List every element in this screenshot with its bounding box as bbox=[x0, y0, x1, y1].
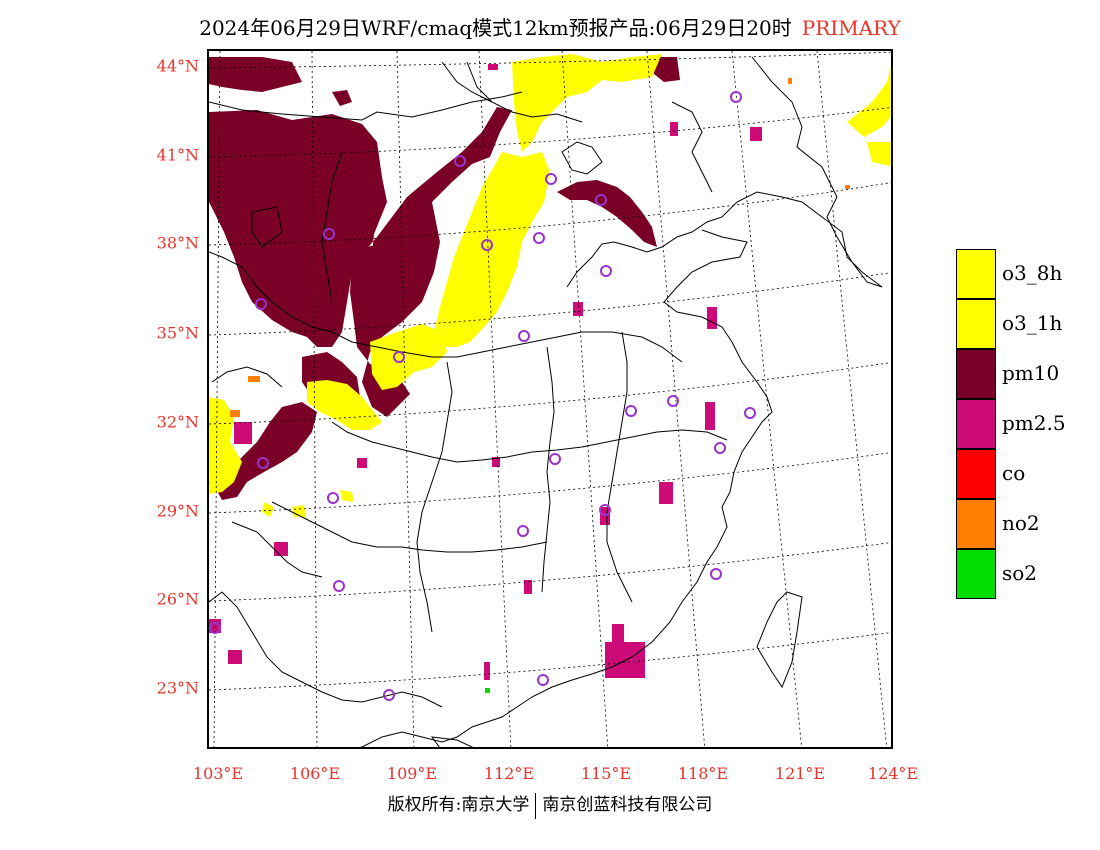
pm10-layer bbox=[209, 57, 680, 500]
lon-label-103: 103°E bbox=[192, 764, 244, 783]
station-marker bbox=[595, 194, 607, 206]
lat-label-26: 26°N bbox=[156, 589, 199, 609]
lon-label-112: 112°E bbox=[483, 764, 535, 783]
lon-label-106: 106°E bbox=[289, 764, 341, 783]
station-marker bbox=[710, 568, 722, 580]
legend-label: co bbox=[1002, 461, 1026, 485]
legend-swatch bbox=[956, 349, 996, 399]
legend-item-o3-1h: o3_1h bbox=[956, 299, 1086, 349]
legend-label: pm2.5 bbox=[1002, 411, 1066, 435]
copyright-company: 南京创蓝科技有限公司 bbox=[542, 795, 713, 815]
station-marker bbox=[383, 689, 395, 701]
so2-layer bbox=[485, 688, 490, 693]
legend-label: o3_1h bbox=[1002, 311, 1063, 335]
station-marker bbox=[454, 155, 466, 167]
map-panel bbox=[207, 49, 893, 749]
station-markers bbox=[209, 91, 756, 701]
station-marker bbox=[625, 405, 637, 417]
legend-swatch bbox=[956, 299, 996, 349]
primary-flag: PRIMARY bbox=[801, 16, 901, 40]
legend-swatch bbox=[956, 249, 996, 299]
lon-label-121: 121°E bbox=[774, 764, 826, 783]
lat-label-23: 23°N bbox=[156, 678, 199, 698]
station-marker bbox=[600, 265, 612, 277]
station-marker bbox=[327, 492, 339, 504]
station-marker bbox=[257, 457, 269, 469]
o3-layer bbox=[209, 54, 891, 517]
legend-item-pm25: pm2.5 bbox=[956, 399, 1086, 449]
legend: o3_8h o3_1h pm10 pm2.5 co no2 so2 bbox=[956, 249, 1086, 599]
station-marker bbox=[517, 525, 529, 537]
legend-item-co: co bbox=[956, 449, 1086, 499]
station-marker bbox=[393, 351, 405, 363]
legend-label: o3_8h bbox=[1002, 261, 1063, 285]
lon-label-115: 115°E bbox=[580, 764, 632, 783]
map-title-text: 2024年06月29日WRF/cmaq模式12km预报产品:06月29日20时 bbox=[199, 16, 792, 40]
station-marker bbox=[537, 674, 549, 686]
lat-label-38: 38°N bbox=[156, 233, 199, 253]
boundaries bbox=[209, 56, 883, 747]
station-marker bbox=[481, 239, 493, 251]
no2-layer bbox=[230, 78, 850, 417]
station-marker bbox=[323, 228, 335, 240]
station-marker bbox=[714, 442, 726, 454]
station-marker bbox=[333, 580, 345, 592]
legend-label: pm10 bbox=[1002, 361, 1060, 385]
map-title: 2024年06月29日WRF/cmaq模式12km预报产品:06月29日20时 P… bbox=[0, 12, 1100, 41]
lon-label-124: 124°E bbox=[867, 764, 919, 783]
lon-label-118: 118°E bbox=[677, 764, 729, 783]
footer-divider bbox=[535, 792, 537, 819]
legend-swatch bbox=[956, 399, 996, 449]
lon-label-109: 109°E bbox=[386, 764, 438, 783]
lat-label-41: 41°N bbox=[156, 145, 199, 165]
legend-label: so2 bbox=[1002, 561, 1038, 585]
legend-label: no2 bbox=[1002, 511, 1040, 535]
legend-item-pm10: pm10 bbox=[956, 349, 1086, 399]
lat-label-32: 32°N bbox=[156, 412, 199, 432]
station-marker bbox=[730, 91, 742, 103]
copyright-owner: 版权所有:南京大学 bbox=[387, 795, 530, 815]
station-marker bbox=[744, 407, 756, 419]
station-marker bbox=[667, 395, 679, 407]
legend-item-so2: so2 bbox=[956, 549, 1086, 599]
graticule bbox=[209, 51, 891, 747]
station-marker bbox=[255, 298, 267, 310]
legend-swatch bbox=[956, 499, 996, 549]
lat-label-29: 29°N bbox=[156, 501, 199, 521]
legend-swatch bbox=[956, 549, 996, 599]
station-marker bbox=[545, 173, 557, 185]
legend-item-o3-8h: o3_8h bbox=[956, 249, 1086, 299]
station-marker bbox=[533, 232, 545, 244]
station-marker bbox=[209, 622, 221, 634]
lat-label-35: 35°N bbox=[156, 323, 199, 343]
lat-label-44: 44°N bbox=[156, 56, 199, 76]
copyright-footer: 版权所有:南京大学 南京创蓝科技有限公司 bbox=[0, 790, 1100, 819]
legend-swatch bbox=[956, 449, 996, 499]
station-marker bbox=[518, 330, 530, 342]
legend-item-no2: no2 bbox=[956, 499, 1086, 549]
station-marker bbox=[599, 504, 611, 516]
station-marker bbox=[549, 453, 561, 465]
